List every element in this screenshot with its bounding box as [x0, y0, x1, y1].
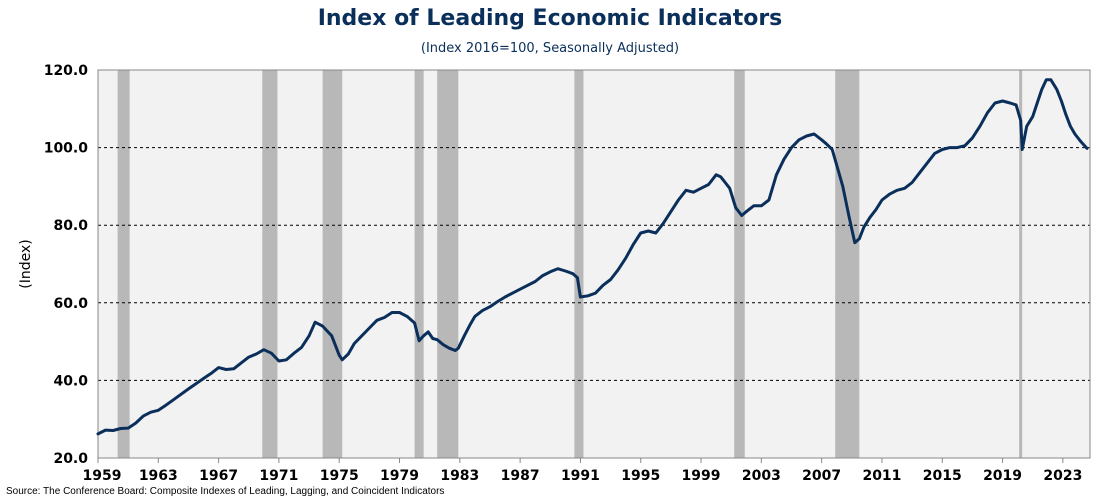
y-tick-label-5: 120.0	[44, 63, 89, 79]
x-tick-label-6: 1983	[440, 468, 479, 484]
y-tick-label-0: 20.0	[53, 451, 88, 467]
x-tick-label-13: 2011	[862, 468, 901, 484]
chart-title: Index of Leading Economic Indicators	[317, 6, 783, 31]
source-note: Source: The Conference Board: Composite …	[6, 486, 445, 497]
recession-band-3	[414, 70, 424, 458]
x-tick-label-7: 1987	[501, 468, 540, 484]
x-tick-label-9: 1995	[621, 468, 660, 484]
recession-band-8	[1019, 70, 1023, 458]
recession-band-5	[574, 70, 584, 458]
y-tick-label-2: 60.0	[53, 296, 88, 312]
x-tick-label-11: 2003	[742, 468, 781, 484]
recession-band-2	[322, 70, 343, 458]
recession-band-4	[437, 70, 459, 458]
x-tick-label-4: 1975	[320, 468, 359, 484]
y-tick-label-3: 80.0	[53, 218, 88, 234]
x-axis-ticks: 1959 1963 1967 1971 1975 1979 1983 1987 1991 1995…	[83, 458, 1082, 484]
x-tick-label-0: 1959	[83, 468, 122, 484]
y-tick-label-1: 40.0	[53, 373, 88, 389]
x-tick-label-2: 1967	[199, 468, 238, 484]
x-tick-label-16: 2023	[1043, 468, 1082, 484]
plot-border	[97, 69, 1091, 459]
chart-subtitle: (Index 2016=100, Seasonally Adjusted)	[420, 41, 680, 56]
y-axis-label: (Index)	[18, 239, 34, 288]
x-tick-label-3: 1971	[259, 468, 298, 484]
y-axis-ticks: 20.0 40.0 60.0 80.0 100.0 120.0	[44, 63, 89, 467]
series-layer	[96, 78, 1089, 436]
x-tick-label-15: 2019	[983, 468, 1022, 484]
recession-shading	[117, 70, 1023, 458]
series-line-0	[96, 78, 1089, 436]
x-tick-label-14: 2015	[923, 468, 962, 484]
x-tick-label-8: 1991	[561, 468, 600, 484]
recession-band-6	[734, 70, 745, 458]
x-tick-label-1: 1963	[139, 468, 178, 484]
plot-area	[98, 70, 1090, 458]
x-tick-label-12: 2007	[802, 468, 841, 484]
recession-band-1	[262, 70, 278, 458]
x-tick-label-10: 1999	[682, 468, 721, 484]
x-tick-label-5: 1979	[380, 468, 419, 484]
y-tick-label-4: 100.0	[44, 141, 89, 157]
recession-band-7	[835, 70, 860, 458]
recession-band-0	[117, 70, 130, 458]
